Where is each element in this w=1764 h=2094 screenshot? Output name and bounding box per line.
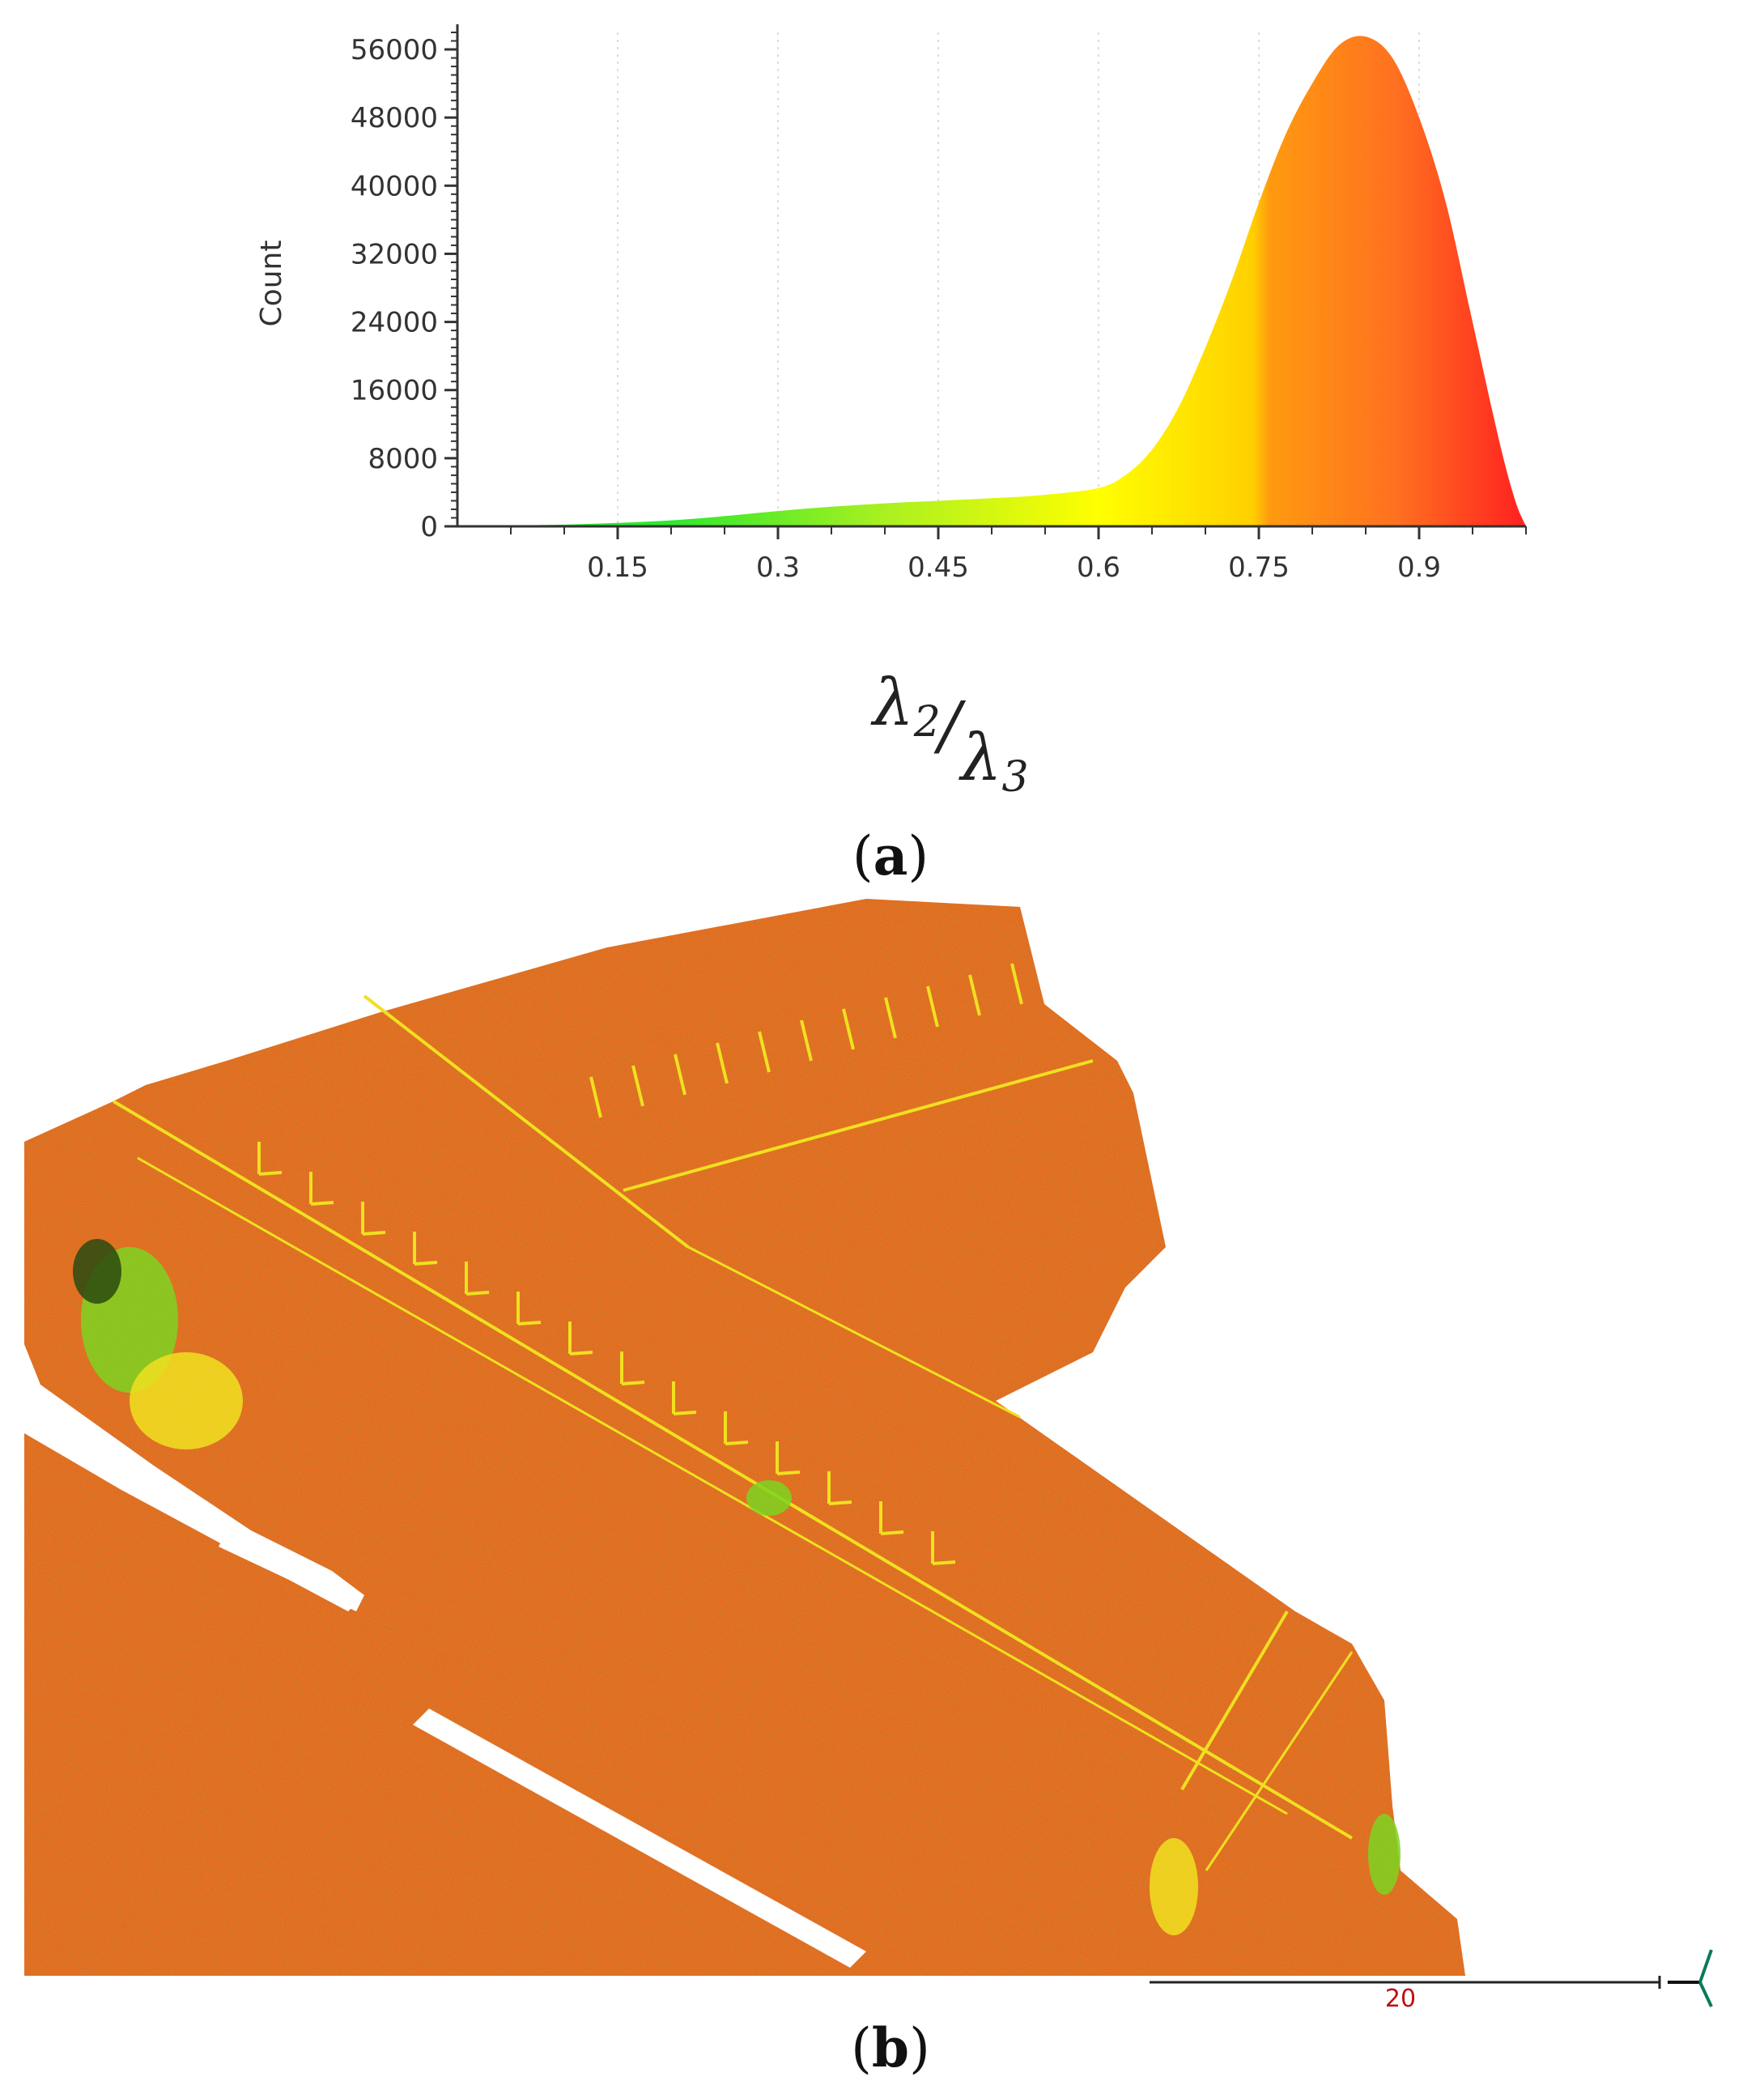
dormer-mark <box>1010 963 1023 1005</box>
dormer-mark <box>310 1201 334 1206</box>
road-gap-2 <box>219 1530 364 1611</box>
dormer-mark <box>716 1042 729 1084</box>
roof-ridge-line <box>623 1059 1094 1192</box>
x-ticks: 0.15 0.3 0.45 0.6 0.75 0.9 <box>510 526 1527 584</box>
xlabel-denominator: λ <box>959 720 1002 795</box>
x-tick-label: 0.9 <box>1397 551 1441 584</box>
dormer-mark <box>517 1321 542 1326</box>
y-ticks: 0 8000 16000 24000 32000 40000 48000 56000 <box>351 32 457 543</box>
road-gap-1 <box>24 1344 364 1611</box>
dormer-mark <box>828 1500 852 1505</box>
dormer-mark <box>880 1530 904 1535</box>
x-tick-label: 0.3 <box>756 551 800 584</box>
dormer-mark <box>465 1291 490 1296</box>
vegetation-cluster <box>73 1239 121 1304</box>
y-tick-label: 24000 <box>351 307 438 339</box>
y-axis-label: Count <box>255 240 288 327</box>
x-tick-label: 0.45 <box>908 551 969 584</box>
window-gap <box>413 1709 866 1968</box>
panel-label-b: (b) <box>851 2016 930 2079</box>
y-tick-label: 40000 <box>351 170 438 202</box>
vegetation-cluster <box>1368 1814 1401 1895</box>
y-tick-label: 56000 <box>351 34 438 66</box>
dormer-mark <box>932 1560 956 1565</box>
building-main-wing <box>24 899 1465 1976</box>
dormer-mark <box>621 1381 645 1385</box>
dormer-mark <box>414 1261 438 1266</box>
vegetation-cluster <box>746 1480 792 1516</box>
y-tick-label: 0 <box>420 511 438 543</box>
roof-edge-line <box>1205 1651 1354 1871</box>
dormer-mark <box>758 1031 771 1073</box>
x-tick-label: 0.75 <box>1228 551 1290 584</box>
dormer-mark <box>776 1470 801 1475</box>
dormer-mark <box>362 1231 386 1236</box>
dormer-mark <box>968 974 981 1016</box>
dormer-mark <box>842 1008 855 1050</box>
vegetation-cluster <box>1150 1838 1198 1935</box>
histogram-chart: 0 8000 16000 24000 32000 40000 48000 56000 0.15… <box>255 24 1527 802</box>
dormer-mark <box>800 1019 813 1062</box>
scale-label: 20 <box>1385 1985 1416 2013</box>
roof-ridge-line <box>363 994 690 1249</box>
x-tick-label: 0.15 <box>587 551 648 584</box>
roof-edge-line <box>1180 1610 1289 1791</box>
roof-edge-line <box>137 1156 1288 1815</box>
y-tick-label: 48000 <box>351 102 438 134</box>
panel-label-a: (a) <box>852 824 929 887</box>
y-tick-label: 32000 <box>351 238 438 270</box>
dormer-mark <box>926 985 939 1028</box>
y-tick-label: 8000 <box>368 443 438 475</box>
y-tick-label: 16000 <box>351 375 438 407</box>
dormer-mark <box>884 997 897 1039</box>
building-point-cloud: 20 <box>24 899 1713 2013</box>
xlabel-numerator: λ <box>870 665 914 740</box>
dormer-mark <box>631 1065 644 1107</box>
x-axis-label: λ2/λ3 <box>870 665 1029 802</box>
xlabel-numerator-sub: 2 <box>913 698 941 747</box>
building-details <box>73 963 1401 1935</box>
dormer-mark <box>569 1351 593 1356</box>
vegetation-cluster <box>130 1352 243 1449</box>
xlabel-denominator-sub: 3 <box>1001 753 1028 802</box>
x-tick-label: 0.6 <box>1077 551 1120 584</box>
axis-triad-icon <box>1668 1949 1713 2007</box>
roof-edge-line <box>687 1245 1021 1419</box>
dormer-mark <box>674 1053 686 1096</box>
dormer-mark <box>258 1171 283 1176</box>
svg-text:λ2/λ3: λ2/λ3 <box>870 665 1029 802</box>
grid-lines <box>617 32 1420 526</box>
roof-edge-line <box>112 1100 1354 1840</box>
dormer-mark <box>725 1441 749 1445</box>
dormer-mark <box>673 1411 697 1415</box>
histogram-area <box>457 36 1526 526</box>
dormer-mark <box>589 1076 602 1118</box>
scale-bar: 20 <box>1150 1976 1661 2013</box>
